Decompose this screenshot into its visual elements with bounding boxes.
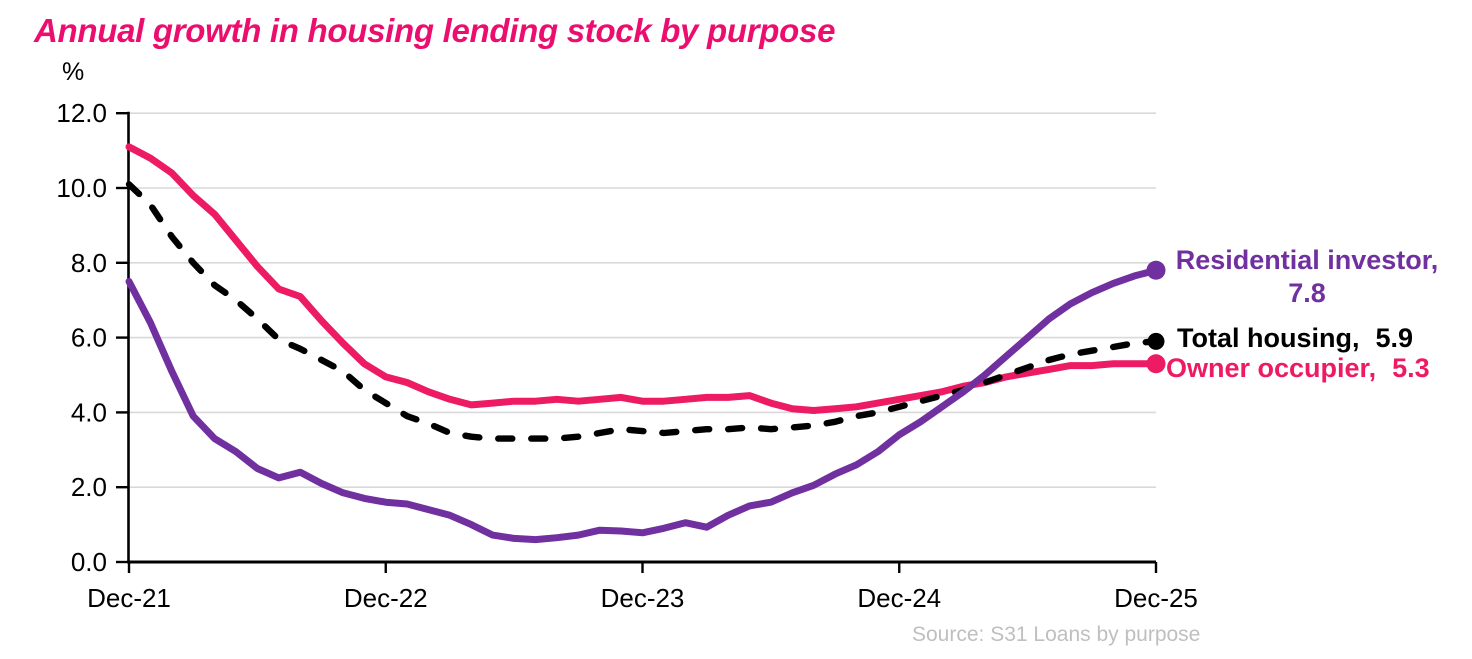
series-label-residential-investor: Residential investor, 7.8 xyxy=(1173,244,1441,310)
x-tick-label: Dec-22 xyxy=(344,583,428,613)
x-tick-label: Dec-24 xyxy=(857,583,941,613)
x-tick-label: Dec-25 xyxy=(1114,583,1198,613)
series-label-total-housing-text: Total housing, xyxy=(1177,323,1360,353)
y-tick-label: 6.0 xyxy=(71,323,107,353)
series-value-residential-investor: 7.8 xyxy=(1288,278,1326,308)
x-tick-label: Dec-23 xyxy=(601,583,685,613)
series-label-total-housing: Total housing, 5.9 xyxy=(1177,322,1413,355)
series-label-owner-occupier: Owner occupier, 5.3 xyxy=(1166,352,1430,385)
series-line-total-housing xyxy=(125,181,1160,442)
series-value-total-housing: 5.9 xyxy=(1375,323,1414,353)
series-endpoint-residential-investor xyxy=(1146,260,1166,280)
series-line-residential-investor xyxy=(125,266,1160,544)
source-note: Source: S31 Loans by purpose xyxy=(912,623,1201,646)
series-label-owner-occupier-text: Owner occupier, xyxy=(1166,353,1377,383)
x-tick-label: Dec-21 xyxy=(87,583,171,613)
series-value-owner-occupier: 5.3 xyxy=(1392,353,1430,383)
y-tick-label: 4.0 xyxy=(71,397,107,427)
series-endpoint-owner-occupier xyxy=(1146,354,1166,374)
series-line-owner-occupier xyxy=(125,143,1160,414)
y-tick-label: 0.0 xyxy=(71,547,107,577)
y-tick-label: 10.0 xyxy=(56,173,107,203)
y-tick-label: 12.0 xyxy=(56,98,107,128)
series-label-residential-investor-text: Residential investor, xyxy=(1175,245,1439,275)
y-tick-label: 2.0 xyxy=(71,472,107,502)
series-endpoint-total-housing xyxy=(1147,332,1165,350)
chart-title: Annual growth in housing lending stock b… xyxy=(34,12,836,49)
y-tick-label: 8.0 xyxy=(71,248,107,278)
y-axis-unit-label: % xyxy=(62,58,85,86)
